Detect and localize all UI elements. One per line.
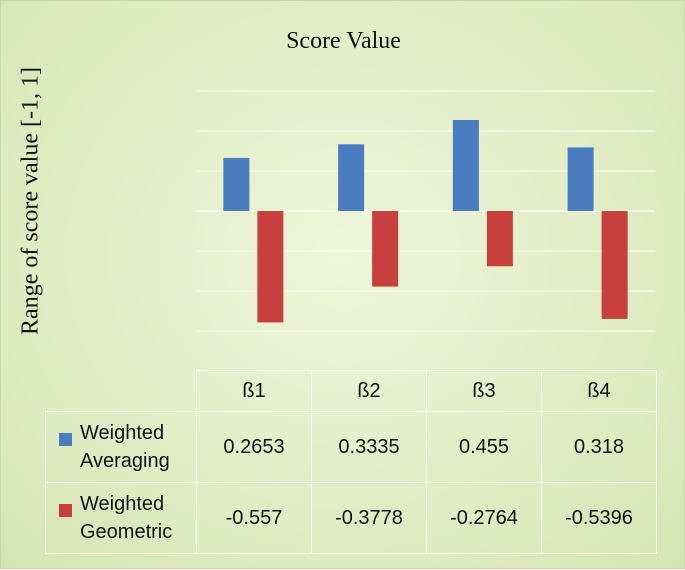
legend-key-averaging [59, 433, 72, 446]
series-label-cell-geometric: Weighted Geometric [45, 482, 197, 554]
series-name-geometric: Weighted Geometric [80, 493, 173, 543]
bar-geometric-4 [601, 211, 628, 319]
value-geometric-3: -0.2764 [426, 482, 542, 554]
bar-geometric-3 [486, 211, 513, 267]
table-corner [45, 370, 197, 412]
value-geometric-4: -0.5396 [541, 482, 657, 554]
table-row-geometric: Weighted Geometric -0.557 -0.3778 -0.276… [45, 482, 657, 554]
data-table: ß1 ß2 ß3 ß4 Weighted Averaging 0.2653 0.… [45, 370, 657, 554]
bar-geometric-2 [372, 211, 399, 287]
table-header-row: ß1 ß2 ß3 ß4 [45, 370, 657, 412]
series-label-cell-averaging: Weighted Averaging [45, 411, 197, 483]
table-row-averaging: Weighted Averaging 0.2653 0.3335 0.455 0… [45, 411, 657, 483]
bar-averaging-1 [223, 157, 250, 211]
category-label-4: ß4 [541, 370, 657, 412]
bar-averaging-2 [338, 144, 365, 211]
value-averaging-1: 0.2653 [196, 411, 312, 483]
bar-averaging-3 [452, 120, 479, 211]
bar-geometric-1 [257, 211, 284, 323]
value-averaging-3: 0.455 [426, 411, 542, 483]
value-geometric-2: -0.3778 [311, 482, 427, 554]
chart-title: Score Value [286, 28, 401, 54]
series-name-averaging: Weighted Averaging [80, 422, 170, 472]
category-label-1: ß1 [196, 370, 312, 412]
category-label-3: ß3 [426, 370, 542, 412]
legend-key-geometric [59, 504, 72, 517]
category-label-2: ß2 [311, 370, 427, 412]
value-geometric-1: -0.557 [196, 482, 312, 554]
bar-averaging-4 [567, 147, 594, 211]
value-averaging-2: 0.3335 [311, 411, 427, 483]
value-averaging-4: 0.318 [541, 411, 657, 483]
